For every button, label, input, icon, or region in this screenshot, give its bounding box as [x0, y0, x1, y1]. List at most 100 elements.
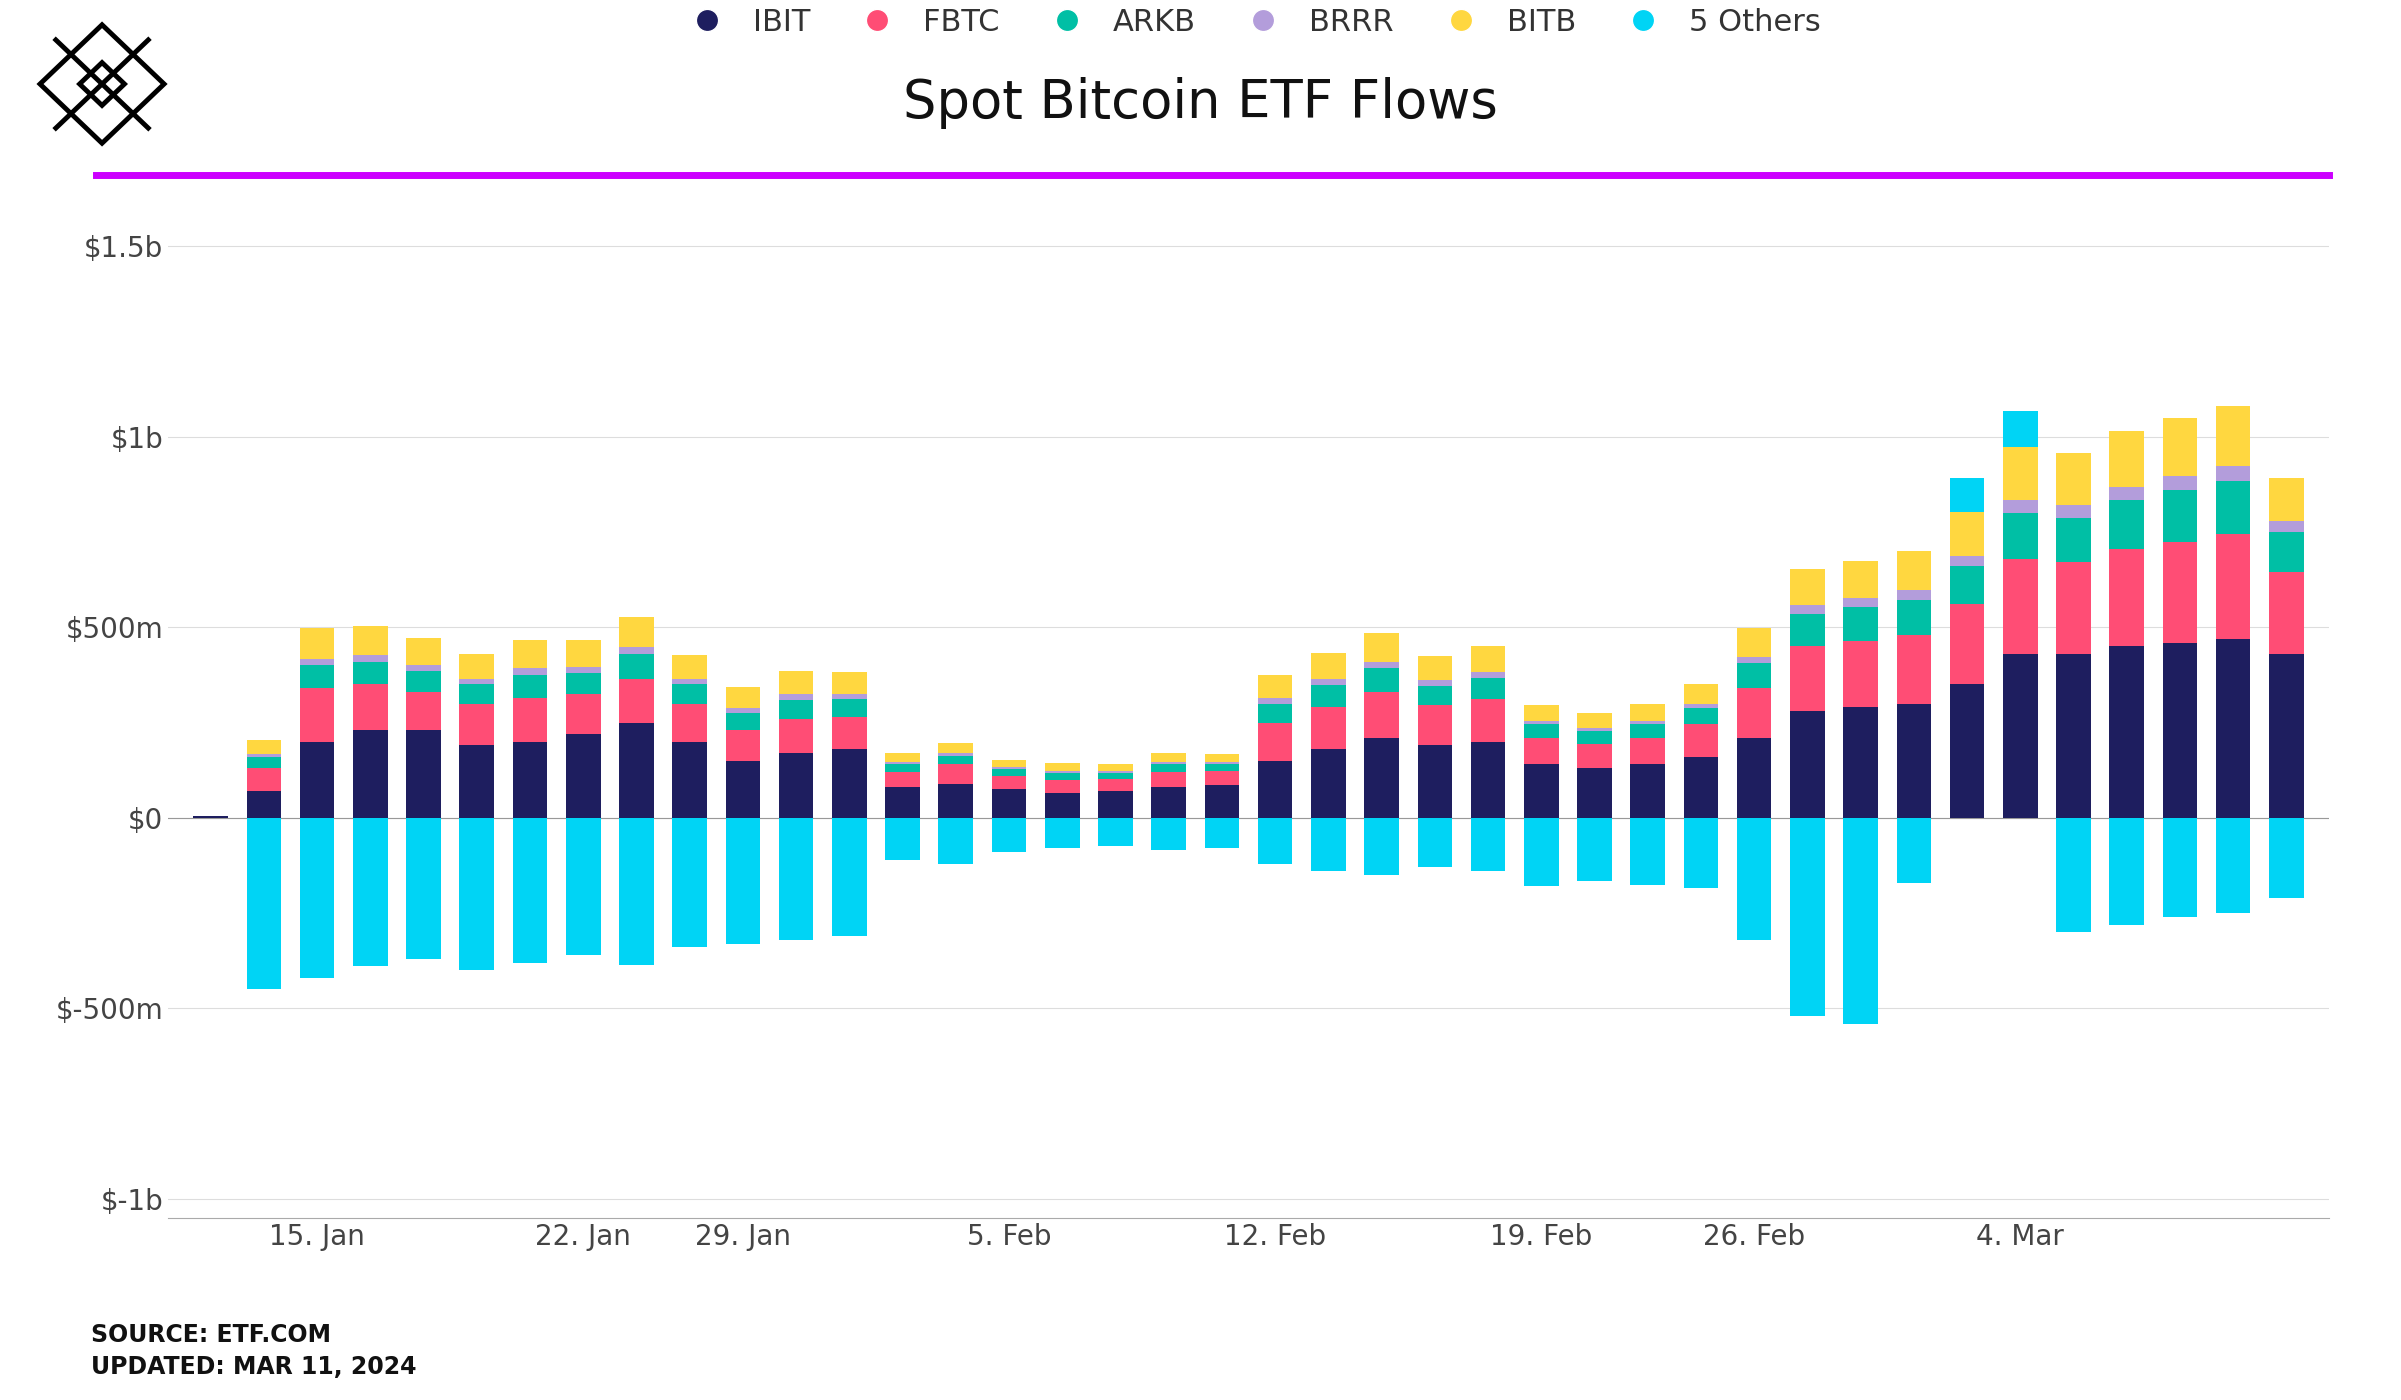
Bar	[672, 742, 706, 818]
Bar	[514, 675, 547, 697]
Bar	[1205, 764, 1239, 771]
Bar	[2055, 452, 2091, 505]
Bar	[353, 662, 387, 685]
Bar	[1311, 685, 1345, 707]
Bar	[1417, 680, 1453, 686]
Bar	[1950, 605, 1983, 685]
Bar	[567, 666, 600, 673]
Bar	[1577, 731, 1611, 743]
Bar	[1791, 615, 1825, 647]
Bar	[2163, 490, 2197, 542]
Bar	[778, 700, 814, 718]
Bar	[833, 672, 867, 693]
Bar	[459, 745, 495, 818]
Bar	[2269, 818, 2303, 897]
Bar	[2269, 532, 2303, 573]
Bar	[2269, 654, 2303, 818]
Bar	[2055, 563, 2091, 654]
Bar	[459, 679, 495, 685]
Bar	[992, 760, 1025, 767]
Bar	[1364, 692, 1400, 738]
Bar	[833, 693, 867, 699]
Bar	[725, 708, 761, 713]
Bar	[1311, 749, 1345, 818]
Bar	[1152, 762, 1186, 764]
Bar	[1097, 791, 1133, 818]
Bar	[1258, 760, 1292, 818]
Bar	[1311, 654, 1345, 679]
Bar	[2110, 647, 2144, 818]
Bar	[1897, 552, 1930, 591]
Bar	[778, 672, 814, 694]
Bar	[1950, 566, 1983, 605]
Bar	[406, 731, 442, 818]
Bar	[1525, 818, 1558, 886]
Bar	[778, 818, 814, 939]
Bar	[833, 717, 867, 749]
Bar	[992, 818, 1025, 853]
Bar	[247, 741, 281, 753]
Bar	[1417, 706, 1453, 745]
Bar	[1683, 818, 1719, 889]
Bar	[1736, 818, 1772, 939]
Bar	[672, 655, 706, 679]
Bar	[1791, 647, 1825, 711]
Bar	[1364, 738, 1400, 818]
Bar	[1472, 645, 1505, 672]
Bar	[2055, 518, 2091, 563]
Bar	[1736, 664, 1772, 689]
Bar	[2163, 419, 2197, 476]
Bar	[2163, 818, 2197, 917]
Bar	[514, 668, 547, 675]
Bar	[406, 671, 442, 692]
Bar	[886, 764, 920, 771]
Bar	[725, 687, 761, 708]
Bar	[886, 818, 920, 860]
Bar	[1630, 738, 1664, 764]
Bar	[619, 647, 653, 654]
Bar	[1950, 477, 1983, 512]
Bar	[939, 818, 972, 864]
Bar	[1152, 771, 1186, 787]
Bar	[992, 776, 1025, 790]
Bar	[1417, 818, 1453, 868]
Bar	[2002, 410, 2038, 447]
Bar	[1097, 773, 1133, 778]
Bar	[1472, 678, 1505, 699]
Bar	[1683, 757, 1719, 818]
Bar	[2002, 447, 2038, 500]
Bar	[1311, 707, 1345, 749]
Bar	[300, 665, 334, 689]
Bar	[2216, 406, 2250, 466]
Bar	[1525, 764, 1558, 818]
Bar	[939, 784, 972, 818]
Bar	[459, 818, 495, 970]
Bar	[2110, 549, 2144, 647]
Bar	[406, 638, 442, 665]
Bar	[300, 742, 334, 818]
Bar	[1577, 743, 1611, 769]
Bar	[939, 764, 972, 784]
Bar	[567, 734, 600, 818]
Bar	[1258, 722, 1292, 760]
Bar	[353, 685, 387, 731]
Bar	[300, 658, 334, 665]
Bar	[1630, 721, 1664, 724]
Bar	[300, 818, 334, 977]
Bar	[514, 742, 547, 818]
Bar	[886, 771, 920, 787]
Bar	[567, 694, 600, 734]
Bar	[886, 787, 920, 818]
Bar	[1364, 818, 1400, 875]
Bar	[2055, 818, 2091, 932]
Bar	[619, 722, 653, 818]
Bar	[2002, 500, 2038, 512]
Bar	[1525, 738, 1558, 764]
Bar	[1791, 605, 1825, 615]
Bar	[194, 816, 228, 818]
Bar	[1205, 785, 1239, 818]
Bar	[514, 697, 547, 742]
Bar	[1097, 818, 1133, 847]
Bar	[1044, 763, 1080, 771]
Bar	[725, 818, 761, 944]
